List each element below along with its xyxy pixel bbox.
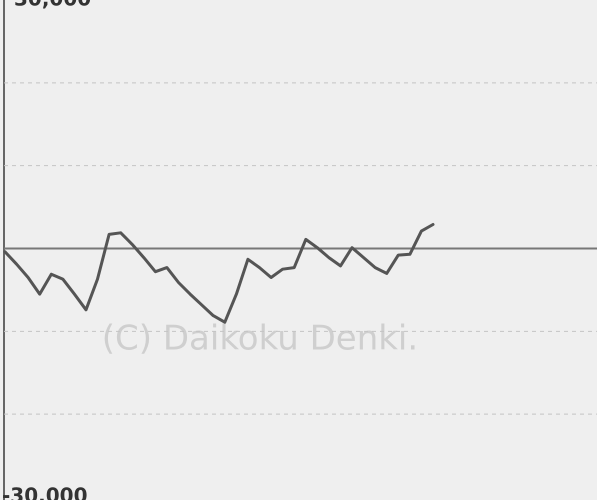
data-line: [3, 223, 435, 324]
y-tick-label: 30,000: [14, 0, 91, 11]
watermark: (C) Daikoku Denki.: [102, 319, 418, 359]
y-tick-label: -30,000: [2, 484, 87, 500]
